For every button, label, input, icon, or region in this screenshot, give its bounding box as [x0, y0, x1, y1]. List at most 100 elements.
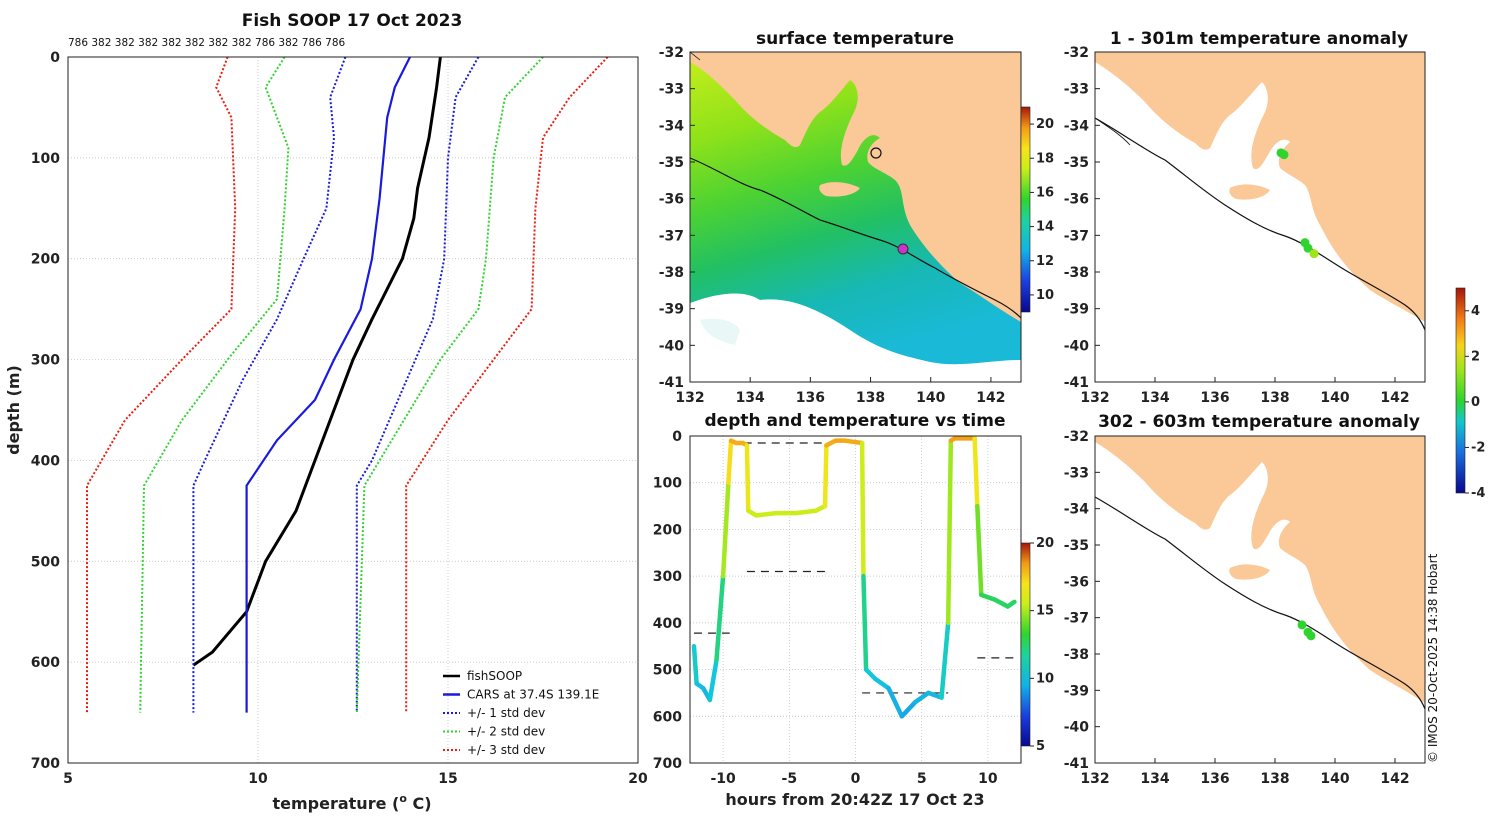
profile-series--3-std-dev [86, 56, 237, 713]
lat-tick-label: -35 [1064, 538, 1089, 554]
timeseries-segment [753, 510, 779, 518]
lon-tick-label: 140 [1320, 390, 1349, 406]
anomaly-1-point [1309, 249, 1319, 259]
colorbar-tick-label: 2 [1471, 349, 1480, 364]
timeseries-segment [861, 573, 869, 672]
lat-tick-label: -39 [1064, 683, 1089, 699]
lon-tick-label: 134 [736, 390, 765, 406]
lon-tick-label: 132 [1080, 390, 1109, 406]
profile-ytick-label: 0 [50, 50, 60, 66]
profile-legend: fishSOOP CARS at 37.4S 139.1E +/- 1 std de… [443, 669, 599, 757]
timeseries-ytick-label: 0 [672, 429, 682, 445]
timeseries-segment [707, 657, 719, 703]
anomaly-map-2-image [1094, 436, 1426, 763]
colorbar-tick-label: 20 [1036, 117, 1054, 132]
profile-ytick-label: 500 [31, 554, 60, 570]
anomaly-map-1-lat-ticks: -32 -33 -34 -35 -36 -37 -38 -39 -40 -41 [1064, 45, 1100, 391]
lat-tick-label: -32 [659, 45, 684, 61]
profile-lines [86, 56, 609, 713]
lon-tick-label: 136 [1200, 390, 1229, 406]
profile-series--1-std-dev [192, 56, 347, 713]
timeseries-ytick-label: 100 [653, 476, 682, 492]
timeseries-segment [975, 503, 984, 598]
lat-tick-label: -36 [659, 192, 684, 208]
timeseries-ytick-label: 200 [653, 522, 682, 538]
timeseries-segment [939, 620, 951, 700]
timeseries-xtick-label: 5 [917, 771, 927, 787]
lat-tick-label: -41 [1064, 756, 1089, 772]
lon-tick-label: 140 [916, 390, 945, 406]
anomaly-1-point [1279, 150, 1289, 160]
lat-tick-label: -38 [1064, 265, 1089, 281]
timeseries-segment [1005, 599, 1017, 609]
lon-tick-label: 136 [1200, 771, 1229, 787]
anomaly-colorbar-ticks: 4 2 0 -2 -4 [1465, 304, 1485, 501]
timeseries-line [691, 436, 1017, 719]
timeseries-x-ticks: -10 -5 0 5 10 [710, 771, 997, 787]
timeseries-segment [873, 676, 891, 691]
timeseries-segment [714, 573, 726, 663]
timeseries-xlabel: hours from 20:42Z 17 Oct 23 [725, 790, 984, 809]
lat-tick-label: -39 [659, 302, 684, 318]
timeseries-segment [842, 438, 865, 446]
lat-tick-label: -33 [1064, 82, 1089, 98]
anomaly-map-1-image [1094, 52, 1426, 382]
profile-y-ticks: 0 100 200 300 400 500 600 700 [31, 50, 60, 772]
lat-tick-label: -37 [659, 228, 684, 244]
anomaly-colorbar [1455, 287, 1466, 494]
anomaly-1-point [1303, 243, 1313, 253]
profile-series--2-std-dev [355, 56, 544, 713]
timeseries-title: depth and temperature vs time [705, 411, 1006, 431]
lon-tick-label: 138 [856, 390, 885, 406]
timeseries-segment [945, 438, 954, 626]
lat-tick-label: -36 [1064, 192, 1089, 208]
profile-grid [67, 56, 639, 764]
lat-tick-label: -32 [1064, 45, 1089, 61]
colorbar-tick-label: 18 [1036, 151, 1054, 166]
colorbar-tick-label: 12 [1036, 254, 1054, 269]
surface-map-lat-ticks: -32 -33 -34 -35 -36 -37 -38 -39 -40 -41 [659, 45, 695, 391]
lat-tick-label: -41 [1064, 375, 1089, 391]
anomaly-map-1-points [1276, 148, 1319, 259]
lat-tick-label: -40 [659, 338, 685, 354]
colorbar-tick-label: 14 [1036, 220, 1054, 235]
anomaly-2-point [1297, 620, 1307, 630]
legend-label: +/- 2 std dev [467, 725, 545, 739]
profile-xtick-label: 20 [628, 771, 648, 787]
timeseries-frame [689, 435, 1022, 764]
timeseries-ytick-label: 500 [653, 663, 682, 679]
timeseries-segment [744, 443, 751, 513]
colorbar-tick-label: 20 [1036, 536, 1054, 551]
lat-tick-label: -37 [1064, 611, 1089, 627]
profile-frame [67, 56, 639, 764]
timeseries-grid [690, 435, 1021, 764]
lon-tick-label: 138 [1260, 390, 1289, 406]
timeseries-segment [972, 436, 980, 509]
lon-tick-label: 142 [1380, 390, 1409, 406]
profile-top-labels: 786 382 382 382 382 382 382 382 786 382 … [68, 37, 346, 49]
profile-ylabel: depth (m) [4, 365, 23, 455]
credit-text: © IMOS 20-Oct-2025 14:38 Hobart [1426, 553, 1440, 763]
profile-series-cars-at-37-4s-139-1e [245, 56, 411, 713]
surface-map-lon-ticks: 132 134 136 138 140 142 [675, 377, 1006, 406]
profile-series--1-std-dev [355, 56, 480, 713]
timeseries-segment [726, 438, 734, 485]
legend-label: +/- 1 std dev [467, 706, 545, 720]
anomaly-map-2-lon-ticks: 132 134 136 138 140 142 [1080, 758, 1410, 787]
anomaly-map-1-panel: 1 - 301m temperature anomaly -32-33-34-3… [1064, 29, 1426, 406]
lon-tick-label: 132 [1080, 771, 1109, 787]
anomaly-map-1-lon-ticks: 132 134 136 138 140 142 [1080, 377, 1410, 406]
lat-tick-label: -40 [1064, 720, 1090, 736]
surface-map-colorbar [1020, 106, 1031, 313]
lat-tick-label: -32 [1064, 429, 1089, 445]
timeseries-ytick-label: 300 [653, 569, 682, 585]
anomaly-map-2-title: 302 - 603m temperature anomaly [1098, 412, 1420, 432]
timeseries-y-ticks: 0 100 200 300 400 500 600 700 [653, 429, 682, 772]
surface-map-panel: surface temperature -32-33-34-35-36-37-3… [659, 29, 1054, 406]
timeseries-xtick-label: 0 [851, 771, 861, 787]
colorbar-tick-label: 16 [1036, 185, 1054, 200]
timeseries-ytick-label: 400 [653, 616, 682, 632]
timeseries-segment [886, 686, 905, 719]
profile-ytick-label: 400 [31, 453, 60, 469]
profile-series-fishsoop [192, 56, 442, 667]
